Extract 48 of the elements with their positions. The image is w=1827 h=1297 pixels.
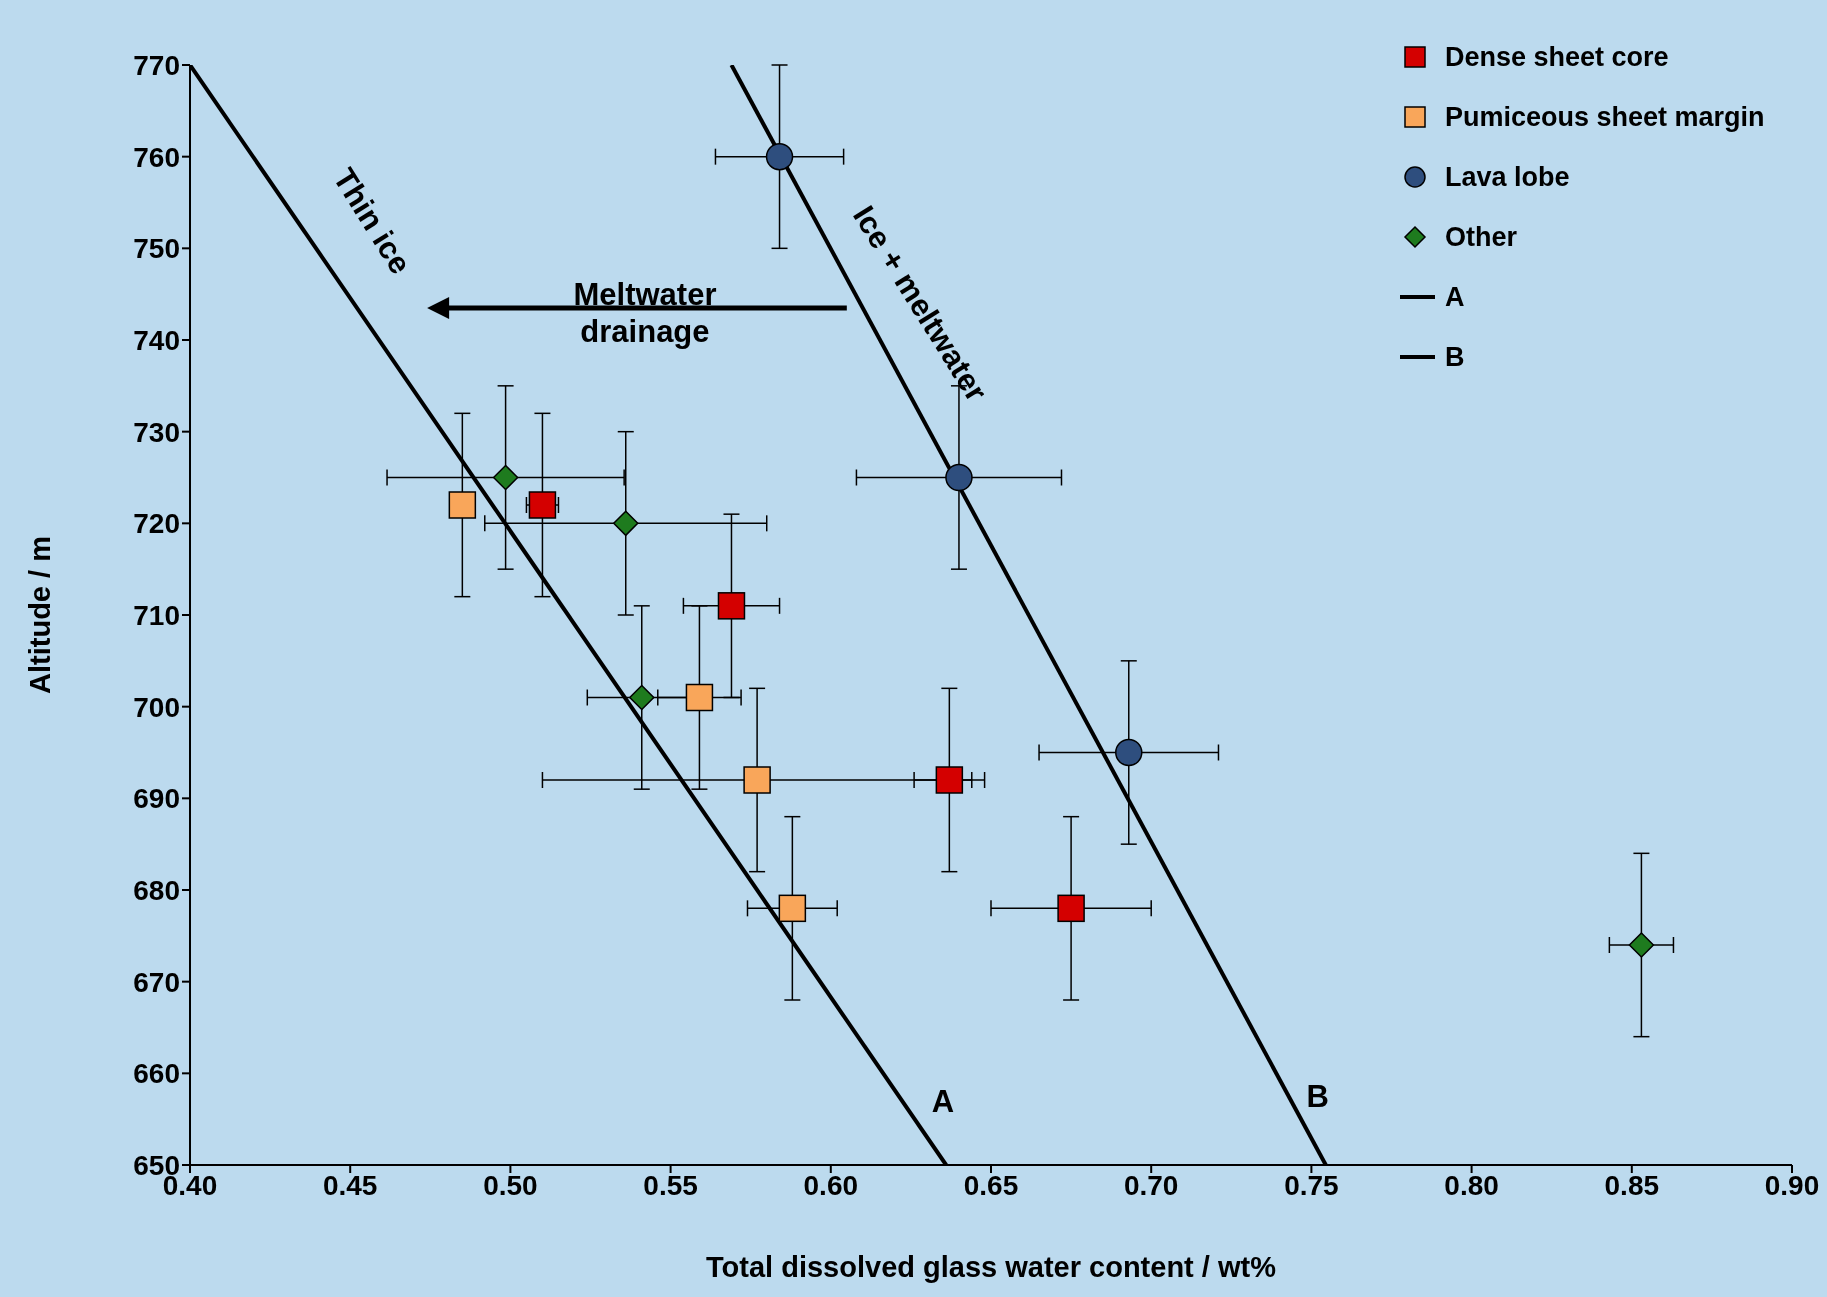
y-tick-label: 670	[133, 966, 180, 998]
y-tick-label: 750	[133, 233, 180, 265]
point	[765, 142, 794, 171]
point	[685, 683, 714, 712]
point	[717, 592, 746, 620]
annotation: A	[931, 1083, 955, 1119]
y-tick-label: 710	[133, 599, 180, 631]
point	[448, 491, 477, 519]
x-tick-label: 0.70	[1123, 1169, 1179, 1201]
point	[778, 894, 807, 923]
point	[935, 766, 964, 794]
point	[945, 463, 973, 492]
legend-label: Dense sheet core	[1445, 42, 1669, 72]
x-tick-label: 0.45	[322, 1169, 378, 1201]
x-tick-label: 0.85	[1604, 1169, 1660, 1201]
x-tick-label: 0.75	[1284, 1169, 1339, 1201]
point	[612, 510, 639, 537]
point	[1115, 738, 1143, 767]
y-tick-label: 660	[133, 1058, 180, 1090]
point	[492, 464, 519, 491]
point	[743, 766, 771, 794]
annotation: Meltwater drainage	[573, 276, 717, 349]
x-axis-title: Total dissolved glass water content / wt%	[706, 1251, 1277, 1283]
x-tick-label: 0.65	[963, 1169, 1019, 1201]
y-tick-label: 700	[133, 691, 180, 723]
y-tick-label: 740	[133, 324, 180, 356]
x-tick-label: 0.80	[1444, 1169, 1499, 1201]
legend-label: Pumiceous sheet margin	[1445, 102, 1765, 132]
y-tick-label: 680	[133, 874, 180, 906]
point	[629, 684, 655, 711]
y-tick-label: 770	[133, 49, 180, 81]
point	[1628, 932, 1655, 958]
legend-label: Lava lobe	[1445, 162, 1570, 192]
point	[1057, 894, 1085, 923]
y-tick-label: 730	[133, 416, 180, 448]
legend-label: B	[1445, 342, 1465, 372]
legend-label: Other	[1445, 222, 1518, 252]
annotation: B	[1306, 1078, 1329, 1114]
x-tick-label: 0.60	[803, 1169, 859, 1201]
x-tick-label: 0.50	[483, 1169, 538, 1201]
legend-label: A	[1445, 282, 1465, 312]
y-tick-label: 690	[133, 783, 180, 815]
y-tick-label: 760	[133, 141, 180, 173]
y-axis-title: Altitude / m	[24, 536, 57, 694]
point	[528, 491, 557, 519]
x-tick-label: 0.55	[643, 1169, 698, 1201]
y-tick-label: 720	[133, 508, 180, 540]
x-tick-label: 0.90	[1764, 1169, 1820, 1201]
